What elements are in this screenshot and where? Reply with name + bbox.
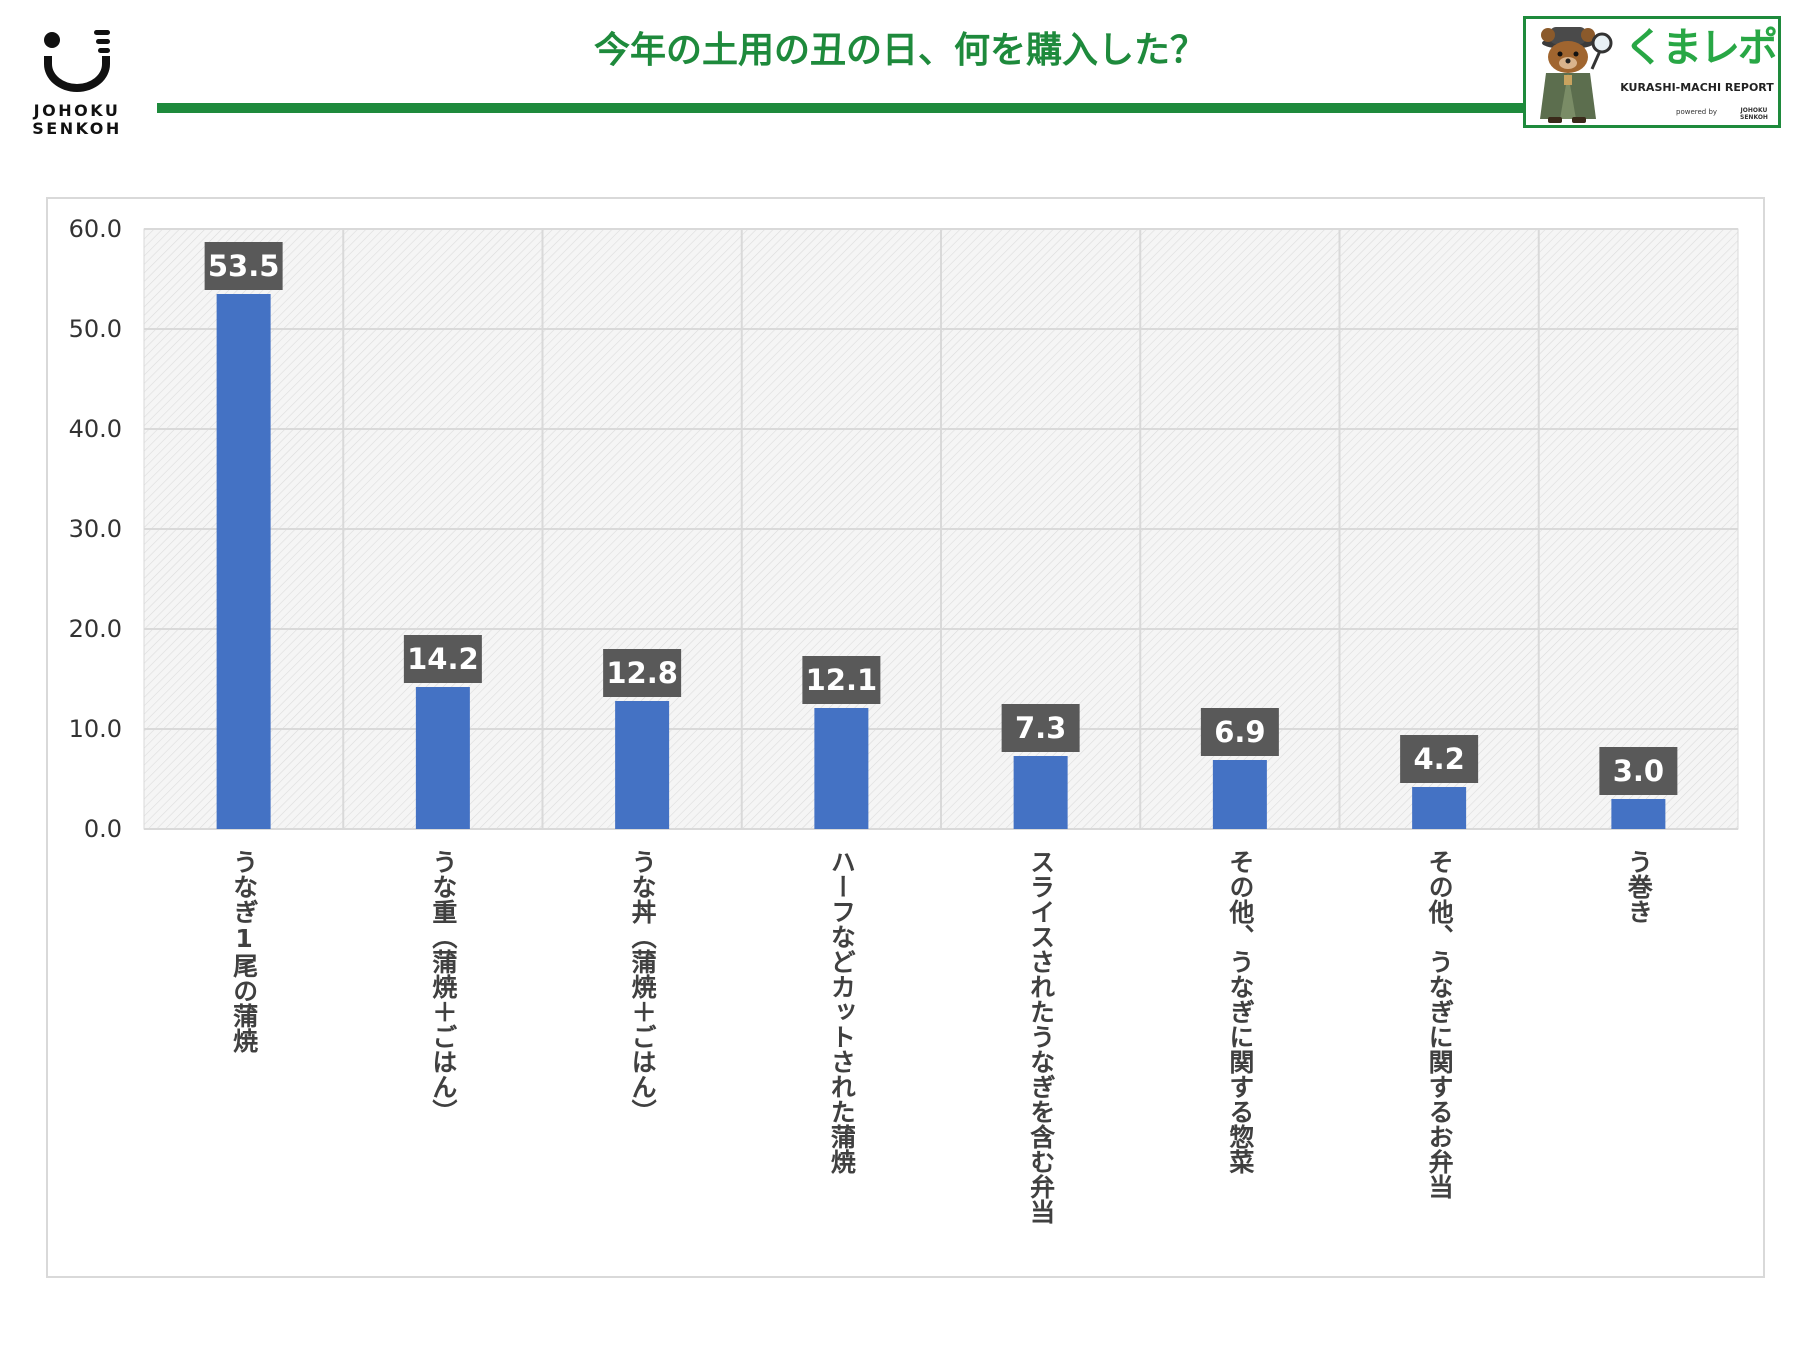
data-label-text: 53.5	[208, 249, 280, 283]
data-label-box	[1200, 708, 1279, 756]
y-tick-label: 60.0	[69, 215, 122, 243]
category-label: う巻き	[1624, 849, 1654, 924]
category-label: ハーフなどカットされた蒲焼	[827, 849, 857, 1174]
data-labels: 53.5 14.2 12.8 12.1 7.3 6.9 4.2 3.0	[204, 242, 1678, 795]
page-title: 今年の土用の丑の日、何を購入した？	[593, 30, 1206, 71]
data-label-text: 3.0	[1613, 754, 1664, 788]
data-label: 12.1	[802, 656, 881, 704]
bar	[1611, 799, 1666, 829]
bar-chart-frame: 0.0 10.0 20.0 30.0 40.0 50.0 60.0 53.5 14.2 12.8…	[46, 197, 1765, 1278]
bars	[216, 294, 1666, 829]
badge-subtitle: KURASHI-MACHI REPORT	[1620, 81, 1774, 94]
category-label: スライスされたうなぎを含む弁当	[1026, 849, 1056, 1224]
y-tick-label: 0.0	[84, 815, 122, 843]
title-underline	[157, 103, 1527, 113]
y-tick-label: 40.0	[69, 415, 122, 443]
category-label: その他、うなぎに関する惣菜	[1225, 849, 1255, 1174]
y-tick-label: 10.0	[69, 715, 122, 743]
kuma-repo-badge: くまレポ KURASHI-MACHI REPORT powered by JOH…	[1523, 16, 1781, 128]
data-label-text: 12.8	[606, 656, 678, 690]
data-label-box	[802, 656, 881, 704]
data-label-box	[204, 242, 283, 290]
bar	[1412, 787, 1467, 829]
badge-powered-brand-line2: SENKOH	[1740, 114, 1768, 121]
bar	[1212, 760, 1267, 829]
data-label: 3.0	[1599, 747, 1678, 795]
data-label-box	[1400, 735, 1479, 783]
bar	[1013, 756, 1068, 829]
data-label: 6.9	[1200, 708, 1279, 756]
data-label-box	[1599, 747, 1678, 795]
data-label: 12.8	[603, 649, 682, 697]
data-label: 14.2	[403, 635, 482, 683]
data-label-box	[403, 635, 482, 683]
smile-logo-icon	[44, 30, 110, 92]
category-label: うな重（蒲焼＋ごはん）	[428, 849, 458, 1124]
logo-text-line1: JOHOKU	[33, 101, 121, 120]
data-label-box	[1001, 704, 1080, 752]
johoku-senkoh-logo: JOHOKU SENKOH	[24, 26, 134, 146]
data-label-box	[603, 649, 682, 697]
data-label-text: 4.2	[1413, 742, 1464, 776]
bar	[415, 687, 470, 829]
bar-chart: 0.0 10.0 20.0 30.0 40.0 50.0 60.0 53.5 14.2 12.8…	[69, 215, 1739, 843]
logo-text-line2: SENKOH	[32, 119, 122, 138]
data-label: 53.5	[204, 242, 283, 290]
y-tick-label: 20.0	[69, 615, 122, 643]
bear-detective-icon	[1540, 27, 1613, 123]
data-label-text: 7.3	[1015, 711, 1066, 745]
badge-powered-brand: JOHOKU SENKOH	[1740, 107, 1768, 121]
badge-powered-by: powered by	[1676, 108, 1718, 116]
gridlines	[144, 228, 1738, 830]
bar	[216, 294, 271, 829]
y-tick-label: 30.0	[69, 515, 122, 543]
y-tick-label: 50.0	[69, 315, 122, 343]
category-label: うなぎ1尾の蒲焼	[229, 849, 259, 1053]
data-label: 7.3	[1001, 704, 1080, 752]
data-label: 4.2	[1400, 735, 1479, 783]
y-axis-ticks: 0.0 10.0 20.0 30.0 40.0 50.0 60.0	[69, 215, 122, 843]
badge-powered-brand-line1: JOHOKU	[1740, 107, 1768, 114]
badge-name: くまレポ	[1624, 25, 1778, 71]
category-label: うな丼（蒲焼＋ごはん）	[628, 849, 658, 1124]
data-label-text: 12.1	[806, 663, 878, 697]
category-label: その他、うなぎに関するお弁当	[1425, 849, 1455, 1199]
data-label-text: 14.2	[407, 642, 479, 676]
data-label-text: 6.9	[1214, 715, 1265, 749]
bar	[814, 708, 869, 829]
bar	[615, 701, 670, 829]
